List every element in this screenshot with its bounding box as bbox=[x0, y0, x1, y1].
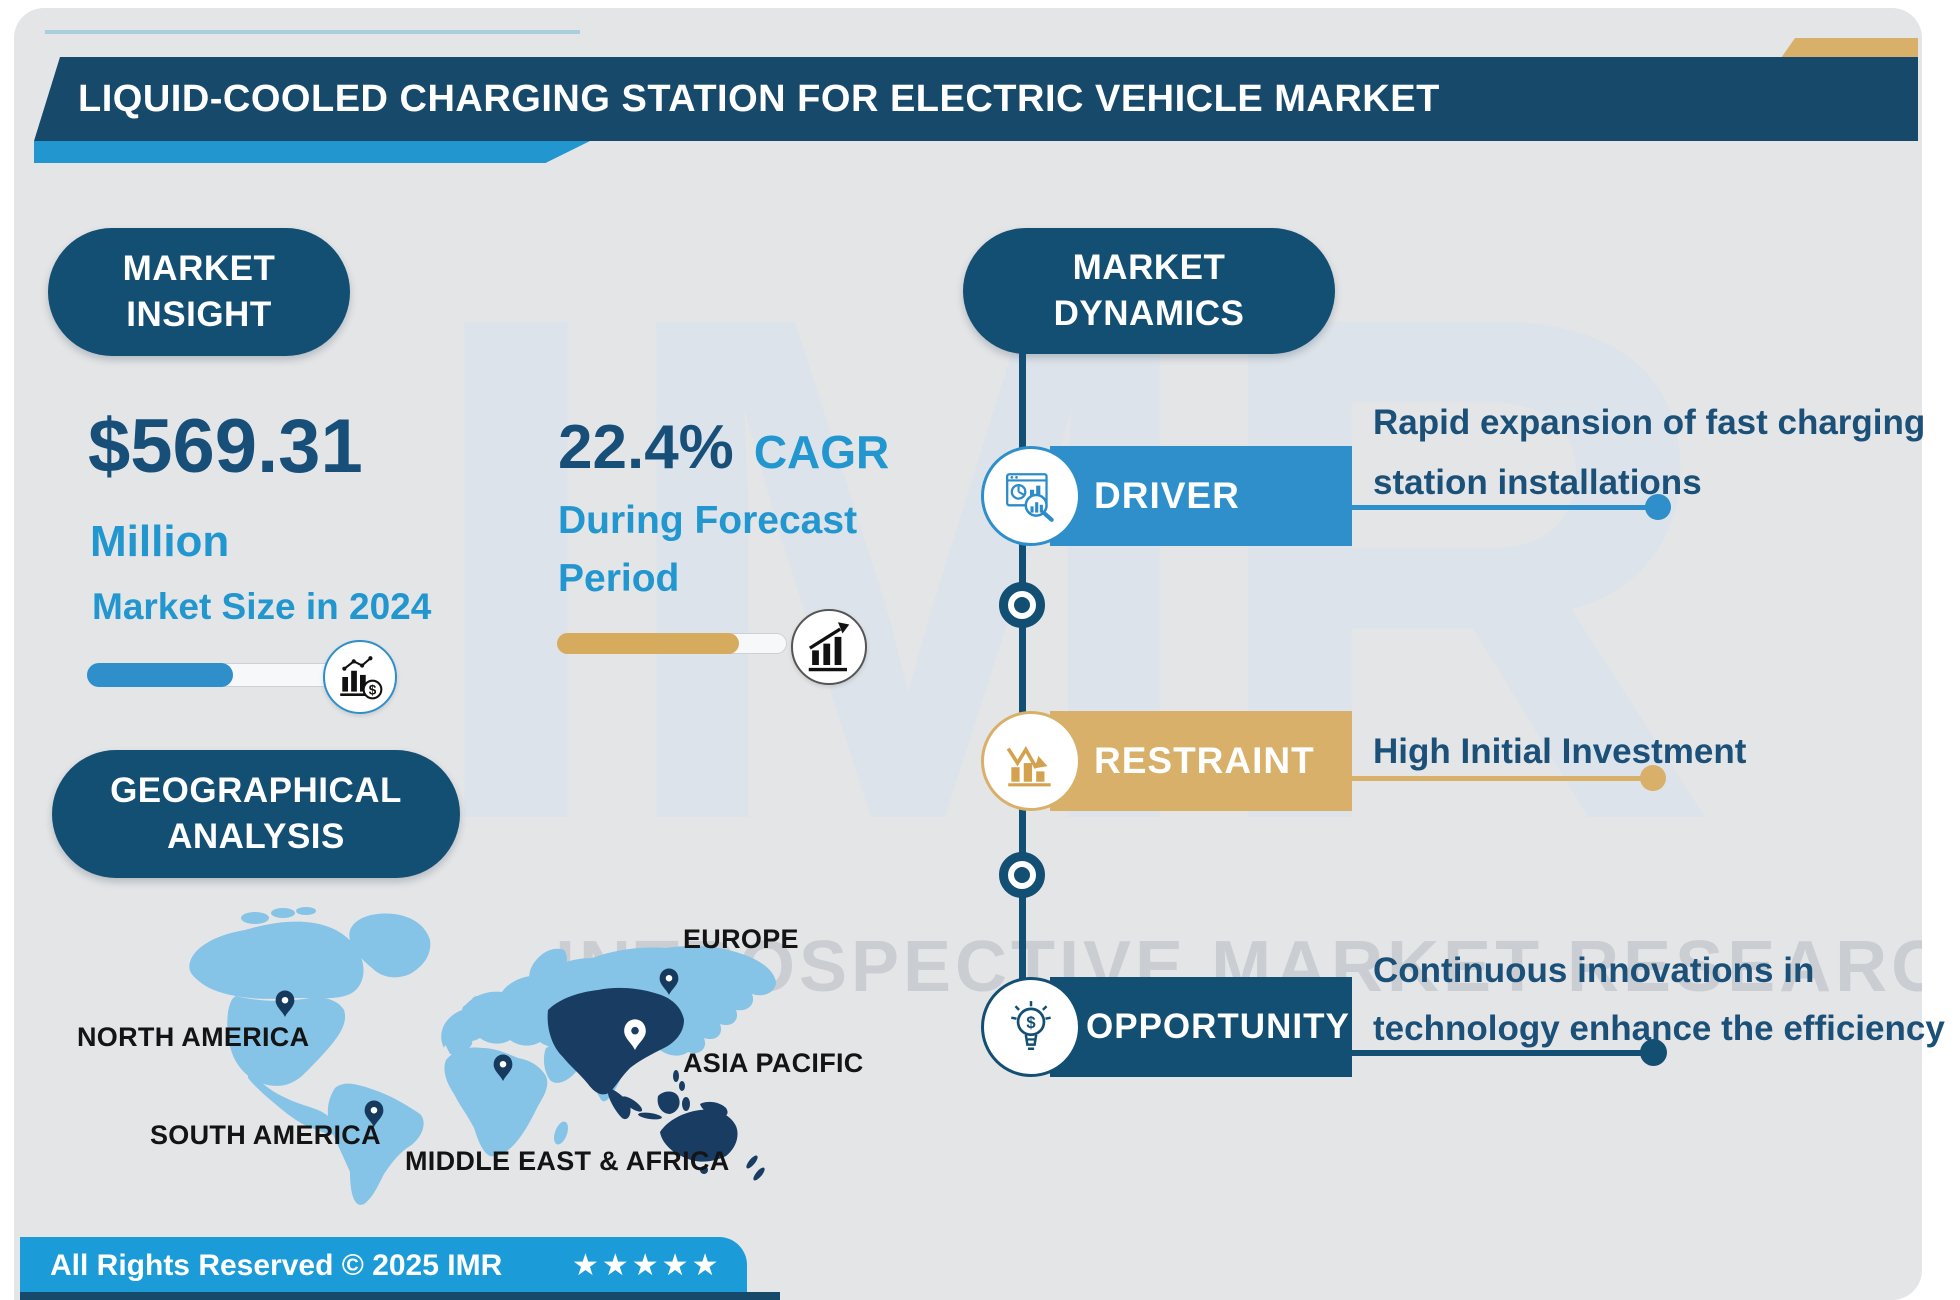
svg-text:$: $ bbox=[369, 683, 377, 698]
opportunity-description: Continuous innovations in technology enh… bbox=[1373, 942, 1945, 1058]
cagr-caption: During Forecast Period bbox=[558, 492, 857, 608]
opportunity-description-line2: technology enhance the efficiency bbox=[1373, 1009, 1945, 1048]
svg-text:$: $ bbox=[1026, 1013, 1035, 1032]
restraint-description-line1: High Initial Investment bbox=[1373, 732, 1747, 771]
geographical-analysis-line1: GEOGRAPHICAL bbox=[110, 771, 402, 810]
market-size-value: $569.31 bbox=[88, 404, 363, 489]
timeline-line bbox=[1019, 350, 1026, 1030]
copyright-text: All Rights Reserved © 2025 IMR bbox=[50, 1248, 503, 1282]
map-pin-asia-pacific bbox=[624, 1019, 646, 1050]
driver-connector-dot bbox=[1645, 494, 1671, 520]
restraint-connector-dot bbox=[1640, 765, 1666, 791]
cagr-label: CAGR bbox=[753, 426, 890, 478]
market-dynamics-line1: MARKET bbox=[1072, 248, 1226, 287]
market-dynamics-line2: DYNAMICS bbox=[1053, 294, 1245, 333]
restraint-decline-chart-icon bbox=[1006, 746, 1051, 787]
map-label-middle-east-africa: MIDDLE EAST & AFRICA bbox=[405, 1146, 730, 1176]
market-size-chart-dollar-icon: $ bbox=[340, 656, 383, 700]
cagr-progress-fill bbox=[557, 633, 739, 654]
driver-icon-circle bbox=[981, 446, 1081, 546]
growth-arrow-icon bbox=[808, 622, 850, 672]
restraint-connector-line bbox=[1352, 776, 1642, 781]
title-banner: LIQUID-COOLED CHARGING STATION FOR ELECT… bbox=[34, 57, 1918, 141]
world-map bbox=[189, 907, 776, 1205]
map-label-europe: EUROPE bbox=[683, 924, 799, 954]
page-title: LIQUID-COOLED CHARGING STATION FOR ELECT… bbox=[78, 77, 1440, 120]
geographical-analysis-line2: ANALYSIS bbox=[167, 817, 345, 856]
market-size-icon-circle: $ bbox=[323, 640, 397, 714]
restraint-icon-circle bbox=[981, 711, 1081, 811]
market-size-progress-fill bbox=[87, 663, 233, 687]
map-label-north-america: NORTH AMERICA bbox=[77, 1022, 310, 1052]
market-insight-badge: MARKET INSIGHT bbox=[48, 228, 350, 356]
cagr-icon-circle bbox=[791, 609, 867, 685]
map-pin-south-america bbox=[364, 1100, 384, 1127]
restraint-label: RESTRAINT bbox=[1094, 740, 1315, 781]
driver-description: Rapid expansion of fast charging station… bbox=[1373, 393, 1925, 513]
driver-connector-line bbox=[1352, 505, 1648, 510]
restraint-bar: RESTRAINT bbox=[1050, 711, 1352, 811]
driver-label: DRIVER bbox=[1094, 475, 1240, 516]
cagr-caption-line1: During Forecast bbox=[558, 499, 858, 542]
opportunity-connector-dot bbox=[1640, 1039, 1667, 1066]
market-size-caption: Market Size in 2024 bbox=[92, 586, 432, 627]
market-dynamics-badge: MARKET DYNAMICS bbox=[963, 228, 1335, 354]
driver-bar: DRIVER bbox=[1050, 446, 1352, 546]
footer-bar: All Rights Reserved © 2025 IMR ★★★★★ bbox=[20, 1237, 747, 1294]
footer-navy-strip bbox=[20, 1292, 780, 1300]
opportunity-idea-bulb-icon: $ bbox=[1011, 1001, 1051, 1050]
driver-analysis-icon bbox=[1006, 473, 1054, 522]
map-pin-europe bbox=[659, 968, 679, 995]
map-pin-middle-east-africa bbox=[493, 1054, 513, 1081]
market-size-unit: Million bbox=[90, 517, 230, 566]
opportunity-description-line1: Continuous innovations in bbox=[1373, 951, 1815, 990]
map-pin-north-america bbox=[275, 990, 295, 1017]
cagr-row: 22.4% CAGR bbox=[558, 412, 889, 483]
top-accent-line bbox=[45, 30, 580, 34]
driver-description-line1: Rapid expansion of fast charging bbox=[1373, 403, 1926, 442]
map-label-south-america: SOUTH AMERICA bbox=[150, 1120, 381, 1150]
market-insight-badge-line1: MARKET bbox=[122, 249, 276, 288]
gold-corner-tab bbox=[1781, 38, 1918, 58]
cagr-value: 22.4% bbox=[558, 413, 734, 482]
map-label-asia-pacific: ASIA PACIFIC bbox=[683, 1048, 864, 1078]
timeline-bullet-1 bbox=[999, 582, 1045, 628]
banner-accent-strip bbox=[34, 141, 590, 163]
opportunity-connector-line bbox=[1352, 1050, 1642, 1056]
timeline-bullet-2 bbox=[999, 852, 1045, 898]
cagr-caption-line2: Period bbox=[558, 557, 680, 600]
opportunity-icon-circle: $ bbox=[981, 977, 1081, 1077]
opportunity-label: OPPORTUNITY bbox=[1086, 1007, 1350, 1046]
driver-description-line2: station installations bbox=[1373, 463, 1702, 502]
market-insight-badge-line2: INSIGHT bbox=[126, 295, 272, 334]
geographical-analysis-badge: GEOGRAPHICAL ANALYSIS bbox=[52, 750, 460, 878]
star-rating: ★★★★★ bbox=[572, 1249, 722, 1282]
opportunity-bar: OPPORTUNITY bbox=[1050, 977, 1352, 1077]
restraint-description: High Initial Investment bbox=[1373, 722, 1746, 782]
